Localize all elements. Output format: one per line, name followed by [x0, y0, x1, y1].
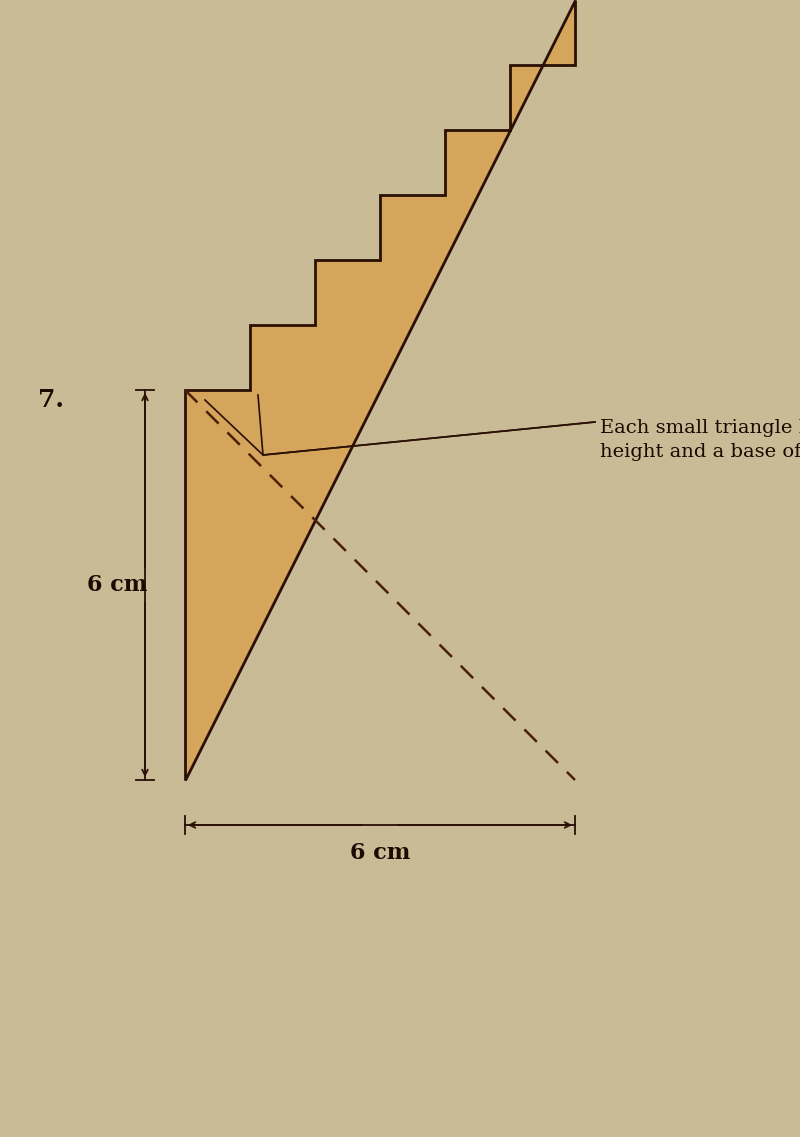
Polygon shape: [185, 0, 575, 780]
Text: 6 cm: 6 cm: [350, 843, 410, 864]
Text: Each small triangle has a
height and a base of 1 cm.: Each small triangle has a height and a b…: [600, 420, 800, 460]
Text: 6 cm: 6 cm: [87, 574, 147, 596]
Text: 7.: 7.: [38, 388, 64, 412]
